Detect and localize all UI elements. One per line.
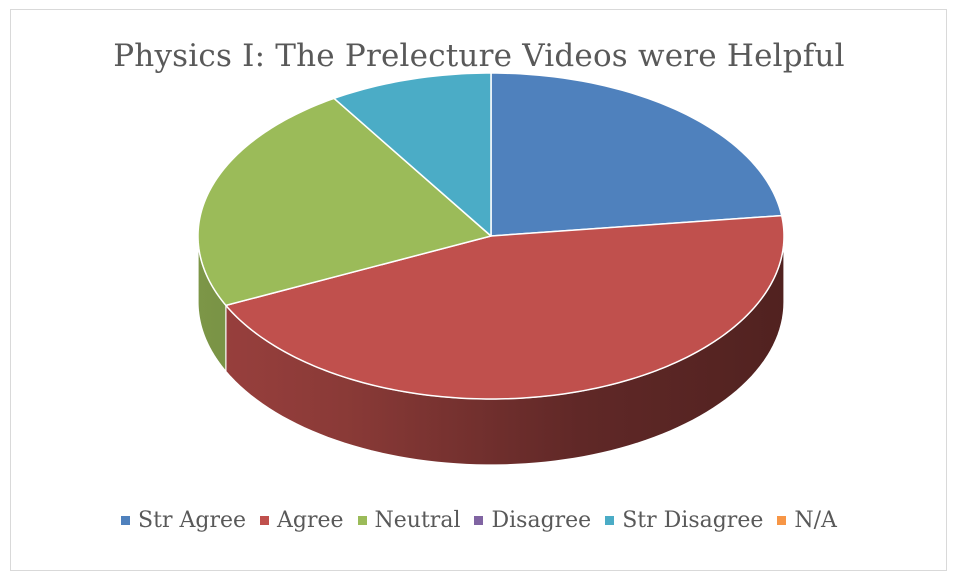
legend-item-str-disagree: Str Disagree (605, 508, 763, 533)
pie-slice-str-agree (490, 72, 783, 237)
chart-title: Physics I: The Prelecture Videos were He… (113, 38, 845, 74)
legend-swatch (474, 516, 484, 525)
legend-label: N/A (794, 508, 837, 533)
legend: Str Agree Agree Neutral Disagree Str Disagre… (0, 508, 958, 533)
legend-label: Disagree (491, 508, 592, 533)
legend-item-str-agree: Str Agree (121, 508, 246, 533)
pie-slice-str-disagree (333, 72, 492, 237)
legend-item-n-a: N/A (777, 508, 837, 533)
pie-slice-neutral (197, 97, 492, 307)
pie-slice-agree (225, 214, 785, 400)
legend-swatch (357, 516, 367, 525)
legend-swatch (777, 516, 787, 525)
legend-item-agree: Agree (260, 508, 344, 533)
legend-label: Str Agree (138, 508, 246, 533)
legend-label: Agree (277, 508, 344, 533)
legend-swatch (605, 516, 615, 525)
legend-label: Neutral (374, 508, 461, 533)
legend-swatch (121, 516, 131, 525)
legend-item-disagree: Disagree (474, 508, 591, 533)
legend-label: Str Disagree (622, 508, 764, 533)
legend-item-neutral: Neutral (357, 508, 461, 533)
legend-swatch (260, 516, 269, 525)
